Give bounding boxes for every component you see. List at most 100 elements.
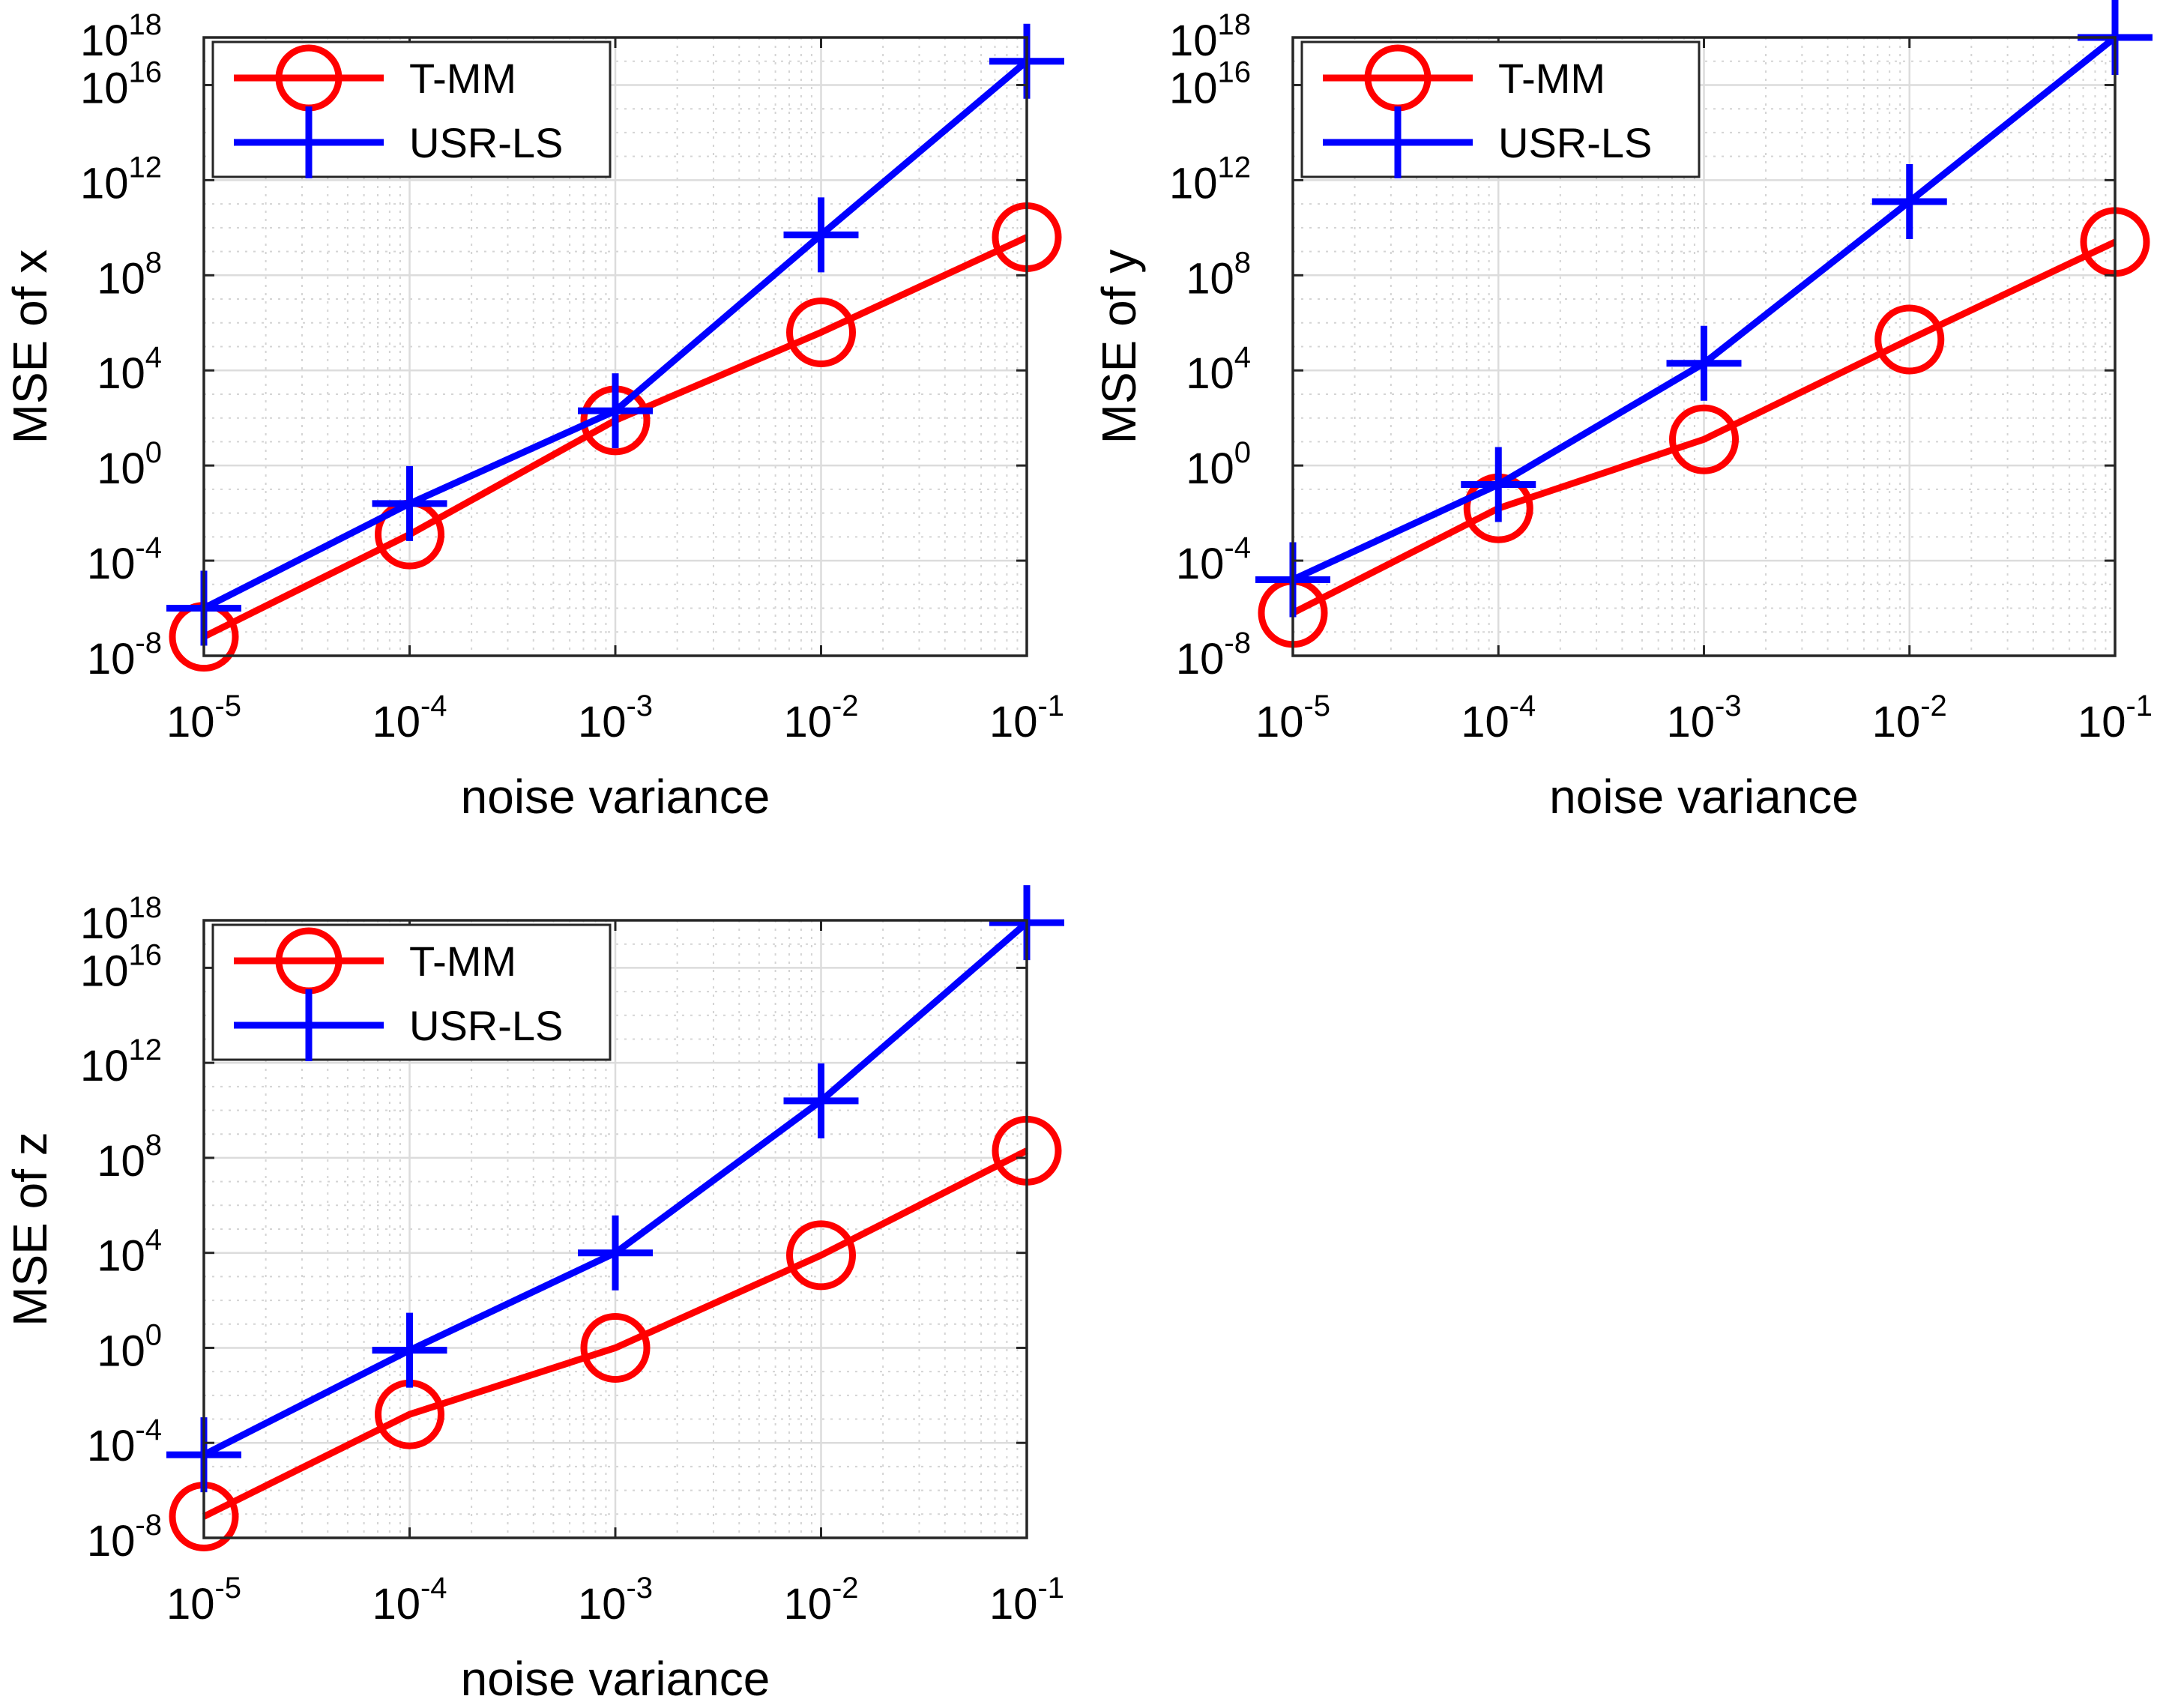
legend-item-usr-ls: USR-LS <box>1323 106 1652 178</box>
chart-mse-y: 10-5 10-4 10-3 10-2 10-110-810-4100104108101… <box>1092 0 2153 824</box>
y-tick-label: 104 <box>1186 341 1251 398</box>
x-tick-label: 10-1 <box>989 1572 1064 1629</box>
y-tick-label-base: 10 <box>1176 635 1225 683</box>
x-tick-label: 10-5 <box>166 1572 241 1629</box>
y-tick-label-exponent: -8 <box>1224 627 1251 660</box>
data-point-plus <box>578 373 653 449</box>
x-tick-label: 10-4 <box>1461 689 1536 746</box>
y-axis-label: MSE of x <box>3 250 57 444</box>
x-tick-label-base: 10 <box>578 1580 627 1629</box>
y-tick-label-exponent: 0 <box>145 1318 162 1351</box>
y-tick-label: 108 <box>97 1129 162 1186</box>
y-tick-label-base: 10 <box>80 899 129 948</box>
legend: T-MM USR-LS <box>1300 40 1701 178</box>
y-tick-label: 108 <box>97 246 162 303</box>
series-line <box>1291 238 2117 616</box>
x-tick-label-exponent: -4 <box>420 689 447 722</box>
y-tick-label-exponent: 16 <box>129 55 163 88</box>
y-tick-label-base: 10 <box>1169 16 1218 65</box>
y-tick-label-base: 10 <box>1186 444 1234 493</box>
legend-item-usr-ls: USR-LS <box>234 989 563 1061</box>
x-tick-label-base: 10 <box>166 1580 215 1629</box>
y-tick-label-base: 10 <box>80 1042 129 1090</box>
legend-label: USR-LS <box>409 119 563 166</box>
y-tick-label-exponent: 4 <box>145 1224 162 1257</box>
y-tick-label-exponent: 8 <box>1234 246 1251 279</box>
series-line <box>202 1147 1029 1520</box>
x-axis-label: noise variance <box>1549 770 1859 824</box>
x-tick-label-exponent: -1 <box>1037 689 1064 722</box>
y-tick-label-base: 10 <box>1169 64 1218 112</box>
y-tick-label-exponent: 4 <box>1234 341 1251 374</box>
x-tick-label-base: 10 <box>166 698 215 746</box>
y-tick-label: 10-8 <box>87 1509 162 1566</box>
x-tick-label-exponent: -5 <box>214 689 241 722</box>
axes-frame <box>202 36 1028 657</box>
y-tick-label: 10-4 <box>87 531 162 588</box>
x-tick-label-base: 10 <box>1666 698 1715 746</box>
x-axis-label: noise variance <box>461 770 770 824</box>
x-tick-label: 10-5 <box>166 689 241 746</box>
y-tick-label: 1018 <box>80 891 162 948</box>
x-tick-label-exponent: -4 <box>420 1572 447 1605</box>
y-tick-label-exponent: -4 <box>1224 531 1251 564</box>
y-tick-label-exponent: 12 <box>129 1033 163 1066</box>
legend-label: T-MM <box>1498 55 1605 102</box>
chart-mse-x: 10-5 10-4 10-3 10-2 10-110-810-4100104108101… <box>3 8 1064 824</box>
y-tick-label-base: 10 <box>97 349 145 398</box>
x-tick-label: 10-1 <box>989 689 1064 746</box>
x-axis-label: noise variance <box>461 1652 770 1706</box>
legend-item-usr-ls: USR-LS <box>234 106 563 178</box>
y-tick-label-exponent: 8 <box>145 1129 162 1162</box>
x-tick-label-base: 10 <box>783 698 832 746</box>
x-tick-label-base: 10 <box>783 1580 832 1629</box>
y-tick-label-base: 10 <box>97 444 145 493</box>
x-tick-label-exponent: -1 <box>1037 1572 1064 1605</box>
y-tick-label-exponent: 18 <box>129 891 163 924</box>
y-tick-label-base: 10 <box>97 1137 145 1186</box>
y-tick-label-base: 10 <box>80 16 129 65</box>
x-tick-label: 10-2 <box>783 1572 858 1629</box>
x-tick-label: 10-4 <box>372 689 447 746</box>
x-tick-label-exponent: -5 <box>214 1572 241 1605</box>
data-point-circle <box>786 1220 856 1291</box>
y-tick-label: 1012 <box>80 151 162 208</box>
x-tick-label: 10-2 <box>1872 689 1947 746</box>
y-tick-label-exponent: 18 <box>1218 8 1252 41</box>
y-tick-label: 1012 <box>80 1033 162 1090</box>
data-point-plus <box>372 465 447 541</box>
x-tick-label-exponent: -3 <box>626 1572 653 1605</box>
y-tick-label-exponent: -4 <box>135 531 162 564</box>
axes-frame <box>202 919 1028 1539</box>
x-tick-label-base: 10 <box>2078 698 2126 746</box>
y-tick-label: 1016 <box>1169 55 1251 112</box>
y-tick-label-exponent: 16 <box>129 938 163 971</box>
x-tick-label-exponent: -3 <box>626 689 653 722</box>
x-tick-label: 10-5 <box>1255 689 1330 746</box>
legend-label: USR-LS <box>409 1002 563 1049</box>
y-tick-label-base: 10 <box>87 540 136 588</box>
x-tick-label-exponent: -2 <box>832 1572 859 1605</box>
y-axis-label: MSE of z <box>3 1132 57 1327</box>
y-tick-label-exponent: -4 <box>135 1413 162 1446</box>
x-tick-label-base: 10 <box>372 1580 420 1629</box>
axes <box>202 36 1028 657</box>
y-tick-label-exponent: 12 <box>129 151 163 184</box>
y-tick-label-exponent: -8 <box>135 1509 162 1542</box>
data-point-circle <box>580 1312 651 1383</box>
y-tick-label-exponent: 8 <box>145 246 162 279</box>
data-point-circle <box>1874 304 1945 375</box>
y-tick-label-base: 10 <box>80 159 129 208</box>
x-tick-label-base: 10 <box>578 698 627 746</box>
x-tick-label-exponent: -1 <box>2126 689 2153 722</box>
x-tick-label: 10-4 <box>372 1572 447 1629</box>
legend-item-t-mm: T-MM <box>234 927 516 995</box>
data-point-circle <box>786 297 856 367</box>
data-point-plus <box>783 197 859 273</box>
data-point-plus <box>1871 163 1947 239</box>
y-tick-label: 100 <box>97 436 162 493</box>
x-tick-label-base: 10 <box>1255 698 1304 746</box>
y-tick-label: 100 <box>1186 436 1251 493</box>
x-tick-label: 10-3 <box>578 689 653 746</box>
